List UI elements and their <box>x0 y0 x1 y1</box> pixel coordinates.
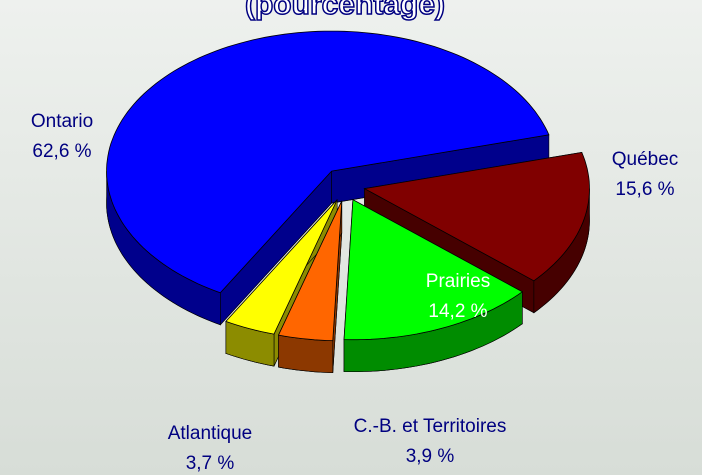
slice-label: Québec <box>612 149 679 170</box>
slice <box>106 30 550 294</box>
pie <box>106 30 590 374</box>
slice <box>106 30 550 326</box>
slice-value-label: 3,9 % <box>406 446 455 467</box>
slice <box>363 151 590 282</box>
slice <box>225 199 338 335</box>
slice <box>277 200 343 342</box>
slice-value-label: 14,2 % <box>428 301 487 322</box>
slice <box>343 199 524 341</box>
slice-label: Atlantique <box>168 423 253 444</box>
slice-value-label: 15,6 % <box>615 179 674 200</box>
slice-value-label: 3,7 % <box>186 453 235 474</box>
slice-label: Ontario <box>31 111 93 132</box>
chart-title: (pourcentage) <box>245 0 445 21</box>
slice <box>343 199 524 372</box>
slice <box>277 200 343 374</box>
slice-label: C.-B. et Territoires <box>354 416 507 437</box>
slice-label: Prairies <box>426 271 490 292</box>
slice-value-label: 62,6 % <box>32 141 91 162</box>
slice <box>225 198 338 367</box>
